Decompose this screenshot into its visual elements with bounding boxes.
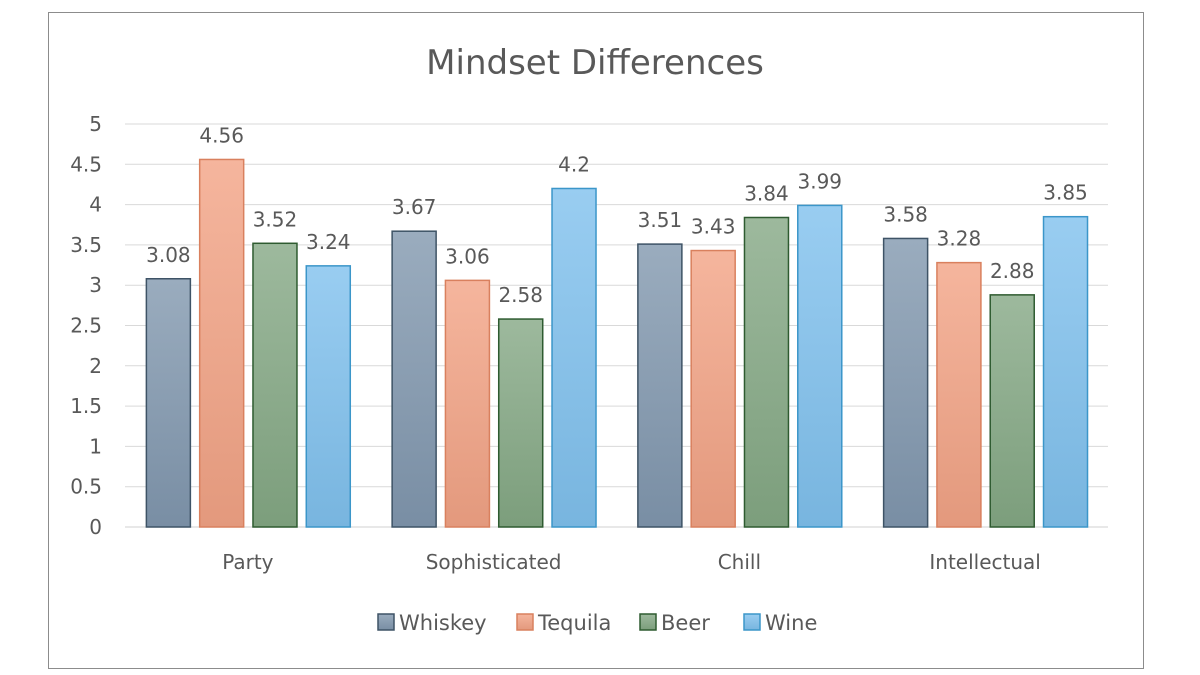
bar-beer [252, 242, 298, 528]
data-label: 3.67 [392, 195, 437, 219]
bar-wine [797, 204, 843, 528]
chart-frame [48, 12, 1144, 669]
bar-wine [305, 265, 352, 528]
data-label: 2.88 [990, 259, 1035, 283]
bar-tequila [936, 261, 982, 528]
y-tick-label: 1 [89, 434, 102, 458]
y-tick-label: 4.5 [70, 152, 102, 176]
data-label: 3.85 [1043, 181, 1088, 205]
bar-whiskey [145, 278, 192, 528]
x-tick-label: Intellectual [929, 550, 1040, 574]
y-tick-label: 0.5 [70, 475, 102, 499]
bar-tequila [198, 158, 245, 528]
y-tick-label: 2.5 [70, 314, 102, 338]
bar-whiskey [637, 243, 683, 528]
legend-label: Tequila [537, 611, 611, 635]
bar-tequila [444, 279, 491, 528]
y-tick-label: 5 [89, 112, 102, 136]
data-label: 3.99 [798, 169, 843, 193]
y-tick-label: 3 [89, 273, 102, 297]
bar-whiskey [882, 237, 929, 528]
legend-swatch-wine [743, 613, 761, 631]
legend-swatch-whiskey [377, 613, 395, 631]
data-label: 3.58 [883, 202, 928, 226]
x-tick-label: Chill [718, 550, 761, 574]
y-tick-label: 4 [89, 193, 102, 217]
data-label: 4.56 [199, 123, 244, 147]
legend-label: Beer [661, 611, 710, 635]
data-label: 3.51 [638, 208, 683, 232]
data-label: 3.43 [691, 215, 736, 239]
legend-swatch-tequila [516, 613, 534, 631]
y-tick-label: 3.5 [70, 233, 102, 257]
data-label: 2.58 [498, 283, 543, 307]
x-tick-label: Party [222, 550, 273, 574]
data-label: 3.06 [445, 244, 490, 268]
y-tick-label: 2 [89, 354, 102, 378]
bar-beer [497, 318, 544, 528]
legend-label: Whiskey [399, 611, 487, 635]
legend-label: Wine [765, 611, 817, 635]
bar-wine [551, 187, 597, 528]
bar-beer [743, 216, 790, 528]
data-label: 3.24 [306, 230, 351, 254]
data-label: 3.08 [146, 243, 191, 267]
y-tick-label: 1.5 [70, 394, 102, 418]
data-label: 3.52 [253, 207, 298, 231]
bar-wine [1042, 215, 1089, 528]
data-label: 3.28 [937, 227, 982, 251]
bar-beer [989, 294, 1035, 528]
legend-swatch-beer [639, 613, 657, 631]
bar-whiskey [391, 230, 437, 528]
bar-tequila [690, 249, 736, 528]
x-tick-label: Sophisticated [426, 550, 562, 574]
y-tick-label: 0 [89, 515, 102, 539]
data-label: 3.84 [744, 181, 789, 205]
data-label: 4.2 [558, 152, 590, 176]
chart-title: Mindset Differences [426, 43, 764, 83]
